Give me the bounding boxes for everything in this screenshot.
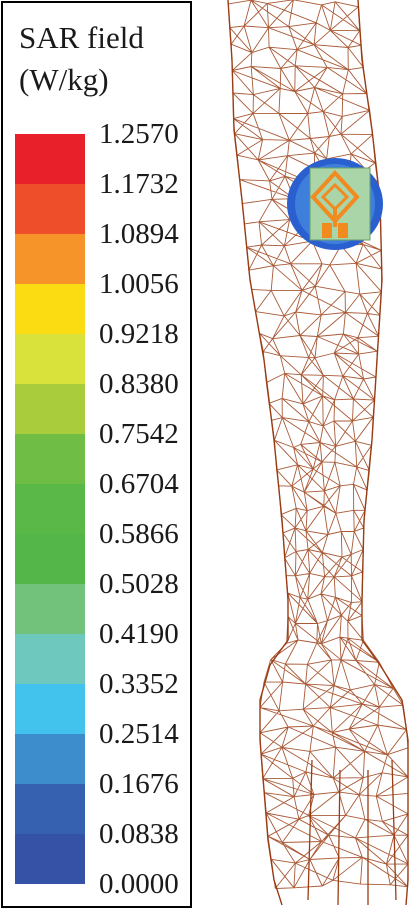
color-swatch (15, 684, 85, 734)
antenna-feed-left (322, 223, 332, 238)
sar-legend: SAR field (W/kg) 1.2570 1.1732 1.0894 1.005… (1, 1, 192, 908)
color-swatch (15, 334, 85, 384)
antenna-feed-line (333, 209, 337, 227)
tick-label: 1.0056 (99, 268, 179, 300)
antenna-sar-hotspot (287, 158, 383, 250)
tick-label: 0.7542 (99, 418, 179, 450)
color-swatch (15, 584, 85, 634)
color-swatch (15, 234, 85, 284)
tick-label: 0.8380 (99, 368, 179, 400)
color-swatch (15, 834, 85, 884)
antenna-feed-right (338, 223, 348, 238)
tick-label: 0.2514 (99, 718, 179, 750)
tick-label: 0.9218 (99, 318, 179, 350)
tick-label: 0.6704 (99, 468, 179, 500)
color-swatch (15, 734, 85, 784)
color-swatch (15, 134, 85, 184)
color-swatch (15, 384, 85, 434)
finger-lines (307, 759, 397, 906)
tick-label: 1.2570 (99, 118, 179, 150)
color-swatch (15, 284, 85, 334)
color-swatch (15, 434, 85, 484)
color-swatch (15, 184, 85, 234)
color-swatch (15, 534, 85, 584)
legend-title-line2: (W/kg) (19, 62, 109, 97)
tick-label: 1.0894 (99, 218, 179, 250)
legend-title-line1: SAR field (19, 20, 144, 55)
color-swatch (15, 484, 85, 534)
tick-label: 0.3352 (99, 668, 179, 700)
color-swatch (15, 634, 85, 684)
tick-label: 0.5866 (99, 518, 179, 550)
tick-label: 0.1676 (99, 768, 179, 800)
tick-label: 0.4190 (99, 618, 179, 650)
color-scale (15, 134, 85, 884)
tick-label: 0.0000 (99, 868, 179, 900)
tick-label: 0.5028 (99, 568, 179, 600)
arm-model (212, 0, 416, 911)
legend-title: SAR field (W/kg) (19, 17, 144, 101)
tick-label: 0.0838 (99, 818, 179, 850)
arm-mesh (227, 0, 409, 889)
color-swatch (15, 784, 85, 834)
tick-label: 1.1732 (99, 168, 179, 200)
arm-wireframe (227, 0, 409, 906)
